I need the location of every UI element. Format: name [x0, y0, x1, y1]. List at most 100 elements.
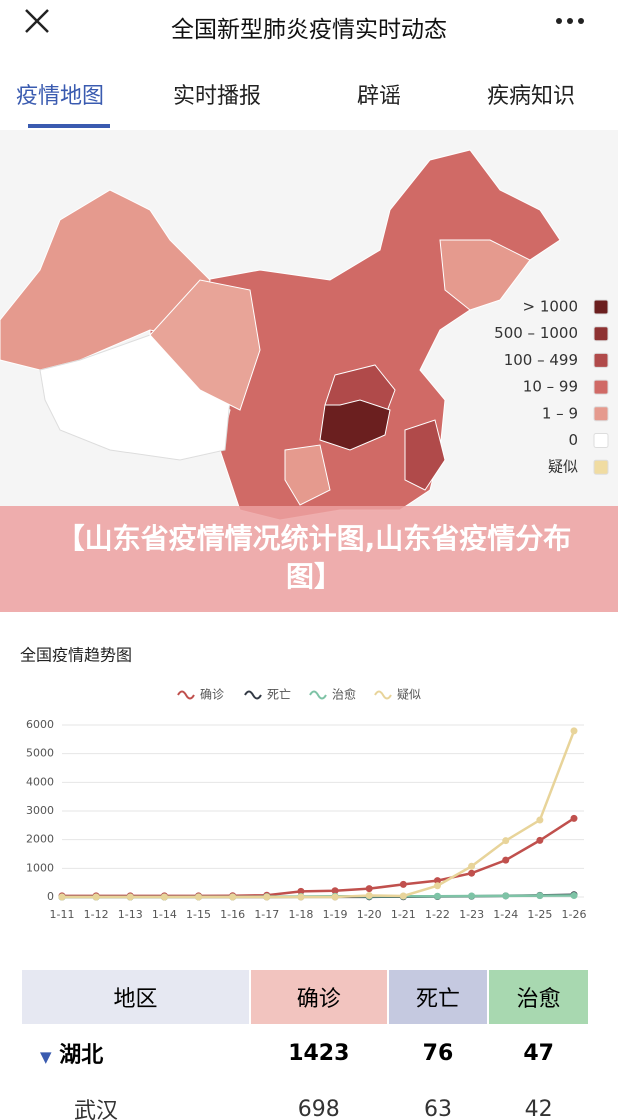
- data-point: [502, 892, 510, 900]
- y-tick-label: 2000: [26, 833, 54, 846]
- data-table: 地区 确诊 死亡 治愈 ▼ 湖北 1423 76 47 武汉 698 63 42: [20, 968, 590, 1120]
- data-point: [536, 892, 544, 900]
- x-tick-label: 1-26: [562, 908, 587, 921]
- trend-chart: 全国疫情趋势图 0 1000 2000 3000 4000 5000 6000 1-11 1-1…: [20, 646, 587, 922]
- legend-icon: [374, 690, 392, 700]
- cell: ▼ 湖北: [22, 1026, 249, 1080]
- data-point: [468, 892, 476, 900]
- region: [404, 419, 446, 491]
- data-point: [502, 837, 510, 845]
- x-tick-label: 1-23: [459, 908, 484, 921]
- x-tick-label: 1-12: [84, 908, 109, 921]
- data-point: [570, 814, 578, 822]
- x-tick-label: 1-19: [323, 908, 348, 921]
- series-line: [62, 730, 576, 899]
- table-header: 地区 确诊 死亡 治愈: [22, 970, 588, 1024]
- y-tick-label: 6000: [26, 718, 54, 731]
- region: [284, 444, 331, 506]
- banner: 【山东省疫情情况统计图,山东省疫情分布图】: [0, 506, 618, 612]
- legend-swatch: [593, 299, 609, 315]
- cell: 武汉: [74, 1099, 119, 1120]
- tab[interactable]: 疫情地图: [16, 84, 105, 109]
- top-icons: [25, 9, 584, 33]
- chart-title: 全国疫情趋势图: [20, 646, 132, 665]
- data-point: [570, 727, 578, 735]
- data-point: [365, 891, 373, 899]
- cell: 42: [524, 1096, 553, 1120]
- legend-icon: [177, 690, 195, 700]
- data-point: [468, 862, 476, 870]
- expand-icon[interactable]: ▼: [40, 1048, 52, 1066]
- legend-label: 500 – 1000: [494, 324, 578, 342]
- x-tick-label: 1-24: [493, 908, 518, 921]
- data-point: [365, 885, 373, 893]
- y-tick-label: 4000: [26, 775, 54, 788]
- legend-label: > 1000: [522, 298, 578, 316]
- x-tick-label: 1-21: [391, 908, 416, 921]
- data-point: [58, 893, 66, 901]
- data-point: [536, 836, 544, 844]
- x-tick-label: 1-15: [186, 908, 211, 921]
- data-point: [263, 893, 271, 901]
- series-line: [62, 817, 575, 898]
- legend-icon: [244, 690, 262, 700]
- header-cell: 确诊: [251, 970, 387, 1024]
- data-point: [195, 893, 203, 901]
- x-tick-label: 1-16: [220, 908, 245, 921]
- legend-icon: [309, 690, 327, 700]
- x-tick-label: 1-20: [357, 908, 382, 921]
- cell: 1423: [288, 1040, 350, 1066]
- tab[interactable]: 实时播报: [173, 84, 262, 109]
- x-tick-label: 1-17: [254, 908, 279, 921]
- header-cell: 死亡: [388, 970, 488, 1024]
- cell: 698: [297, 1096, 340, 1120]
- data-point: [536, 816, 544, 824]
- region: [319, 399, 391, 451]
- more-button[interactable]: [556, 18, 584, 24]
- data-point: [399, 892, 407, 900]
- legend-label: 1 – 9: [542, 404, 578, 422]
- y-tick-label: 1000: [26, 861, 54, 874]
- y-tick-label: 0: [47, 890, 54, 903]
- data-point: [433, 877, 441, 885]
- legend-label: 疑似: [397, 687, 421, 702]
- legend-label: 治愈: [332, 687, 356, 702]
- legend-label: 0: [568, 431, 578, 449]
- tab-bar: 疫情地图 实时播报 辟谣 疾病知识: [0, 58, 618, 130]
- data-point: [297, 893, 305, 901]
- data-point: [331, 893, 339, 901]
- x-tick-label: 1-22: [425, 908, 450, 921]
- close-button[interactable]: [25, 9, 49, 33]
- tab[interactable]: 辟谣: [357, 84, 402, 109]
- tab[interactable]: 疾病知识: [487, 84, 576, 109]
- y-tick-label: 5000: [26, 747, 54, 760]
- page-title: 全国新型肺炎疫情实时动态: [171, 17, 447, 43]
- region: [149, 279, 261, 411]
- data-point: [126, 893, 134, 901]
- data-point: [468, 869, 476, 877]
- legend-swatch: [593, 326, 609, 342]
- cell: 47: [523, 1040, 554, 1066]
- table-row[interactable]: ▼ 湖北 1423 76 47: [22, 1026, 588, 1080]
- data-point: [229, 893, 237, 901]
- header-cell: 治愈: [489, 970, 588, 1024]
- legend-label: 10 – 99: [523, 378, 578, 396]
- cell: 63: [423, 1096, 452, 1120]
- data-point: [399, 880, 407, 888]
- legend-swatch: [593, 459, 609, 475]
- x-tick-label: 1-13: [118, 908, 143, 921]
- legend-label: 100 – 499: [504, 351, 578, 369]
- cell: 76: [422, 1040, 454, 1066]
- legend-label: 确诊: [200, 688, 224, 702]
- data-point: [297, 887, 305, 895]
- data-point: [92, 893, 100, 901]
- region-name: 湖北: [59, 1043, 104, 1068]
- legend-label: 死亡: [267, 688, 291, 702]
- x-tick-label: 1-14: [152, 908, 177, 921]
- header-cell: 地区: [22, 970, 249, 1024]
- legend-swatch: [593, 379, 609, 395]
- x-tick-label: 1-18: [288, 908, 313, 921]
- tab-indicator: [28, 124, 110, 128]
- legend-swatch: [593, 433, 609, 448]
